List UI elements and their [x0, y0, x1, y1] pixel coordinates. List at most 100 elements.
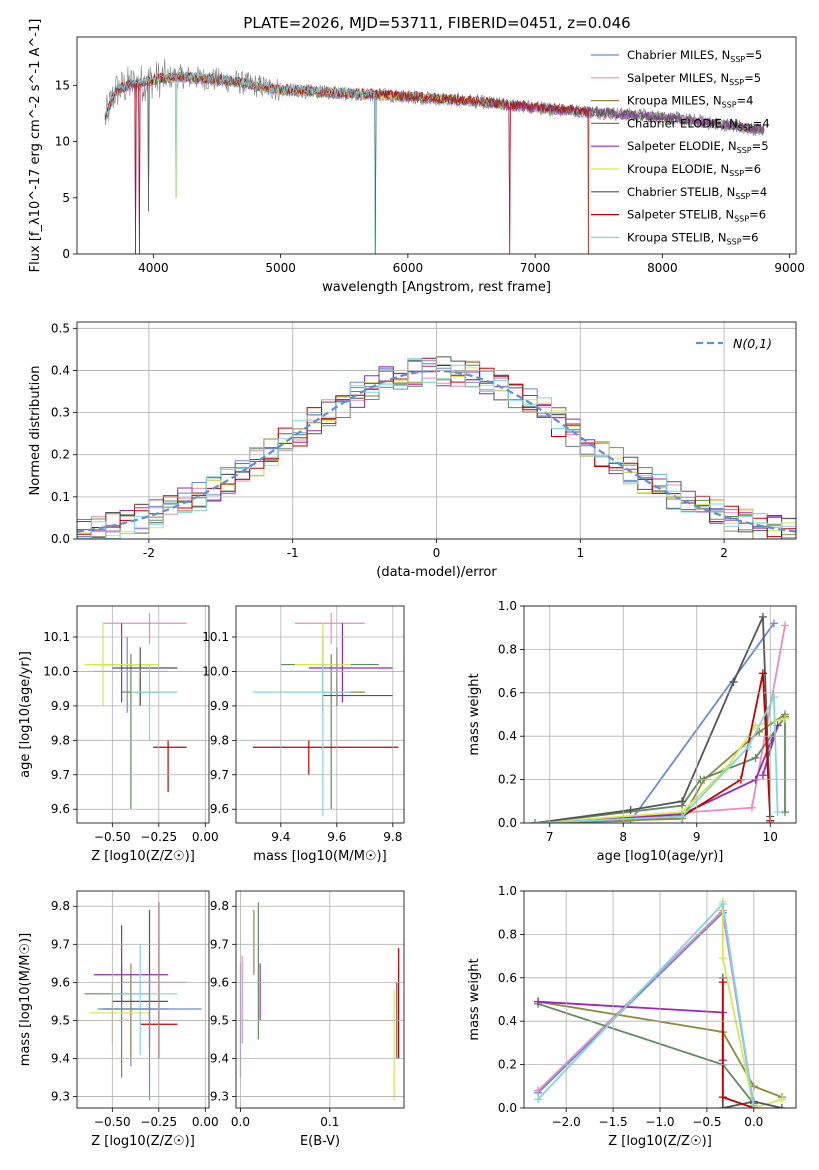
weight-marker — [758, 612, 767, 621]
weight-marker — [626, 805, 635, 814]
y-tick-label: 10.1 — [43, 630, 70, 644]
weight-series-8 — [534, 693, 779, 823]
y-tick-label: 0.5 — [51, 321, 70, 335]
x-tick-label: 0.00 — [192, 1115, 219, 1129]
spectrum-plot-area — [104, 58, 765, 254]
y-tick-label: 9.6 — [51, 802, 70, 816]
weight-series-2 — [534, 713, 786, 823]
x-tick-label: 7000 — [520, 261, 551, 275]
x-tick-label: 0 — [433, 546, 441, 560]
weight-series-0 — [534, 622, 775, 823]
y-tick-label: 9.6 — [210, 802, 229, 816]
y-tick-label: 10.1 — [202, 630, 229, 644]
x-tick-label: 0.0 — [231, 1115, 250, 1129]
weight-marker — [718, 900, 727, 909]
y-tick-label: 9.6 — [51, 975, 70, 989]
weight-marker — [534, 997, 543, 1006]
x-tick-label: −1.5 — [599, 1115, 628, 1129]
x-tick-label: 1 — [576, 546, 584, 560]
weight-series-2 — [537, 1000, 783, 1099]
x-axis-label: Z [log10(Z/Z☉)] — [91, 849, 195, 864]
weight-marker — [769, 693, 778, 702]
y-tick-label: 0.2 — [498, 1058, 517, 1072]
y-tick-label: 1.0 — [498, 884, 517, 898]
legend-label-1: Salpeter MILES, NSSP=5 — [627, 71, 761, 87]
age_vs_Z-plot-area — [84, 612, 187, 810]
weight-marker — [534, 1095, 543, 1104]
y-tick-label: 10 — [55, 135, 70, 149]
legend-label-2: Kroupa MILES, NSSP=4 — [627, 94, 753, 110]
weight-marker — [780, 621, 789, 630]
y-tick-label: 9.7 — [51, 937, 70, 951]
weight-series-6 — [534, 616, 772, 823]
x-tick-label: 9000 — [774, 261, 805, 275]
x-tick-label: 9.8 — [383, 830, 402, 844]
x-tick-label: 9.4 — [271, 830, 290, 844]
y-tick-label: 9.6 — [210, 975, 229, 989]
weight-marker — [534, 1086, 543, 1095]
legend-label-3: Chabrier ELODIE, NSSP=4 — [627, 116, 770, 132]
x-tick-label: 6000 — [393, 261, 424, 275]
weight-marker — [718, 1104, 727, 1108]
x-tick-label: 8000 — [647, 261, 678, 275]
y-tick-label: 0.4 — [51, 363, 70, 377]
x-tick-label: −0.50 — [94, 1115, 131, 1129]
axes-frame — [523, 605, 797, 824]
weight-marker — [718, 1093, 727, 1102]
y-tick-label: 0.4 — [498, 1014, 517, 1028]
x-tick-label: 8 — [619, 830, 627, 844]
x-axis-label: Z [log10(Z/Z☉)] — [608, 1134, 712, 1149]
axes-frame — [76, 321, 797, 540]
mass_vs_Z-plot-area — [84, 902, 202, 1101]
legend-label-reference: N(0,1) — [733, 336, 772, 351]
y-axis-label: mass [log10(M/M☉)] — [18, 933, 33, 1066]
weight-series-4 — [538, 1000, 724, 1061]
x-tick-label: 9 — [693, 830, 701, 844]
x-tick-label: −0.5 — [692, 1115, 721, 1129]
x-tick-label: 0.1 — [320, 1115, 339, 1129]
y-tick-label: 9.8 — [210, 733, 229, 747]
weight_vs_Z-plot-area — [534, 897, 786, 1108]
legend-label-5: Kroupa ELODIE, NSSP=6 — [627, 162, 761, 178]
weight_vs_age-plot-area — [531, 612, 789, 823]
x-axis-label: Z [log10(Z/Z☉)] — [91, 1134, 195, 1149]
x-tick-label: 4000 — [138, 261, 169, 275]
y-tick-label: 0.0 — [498, 1101, 517, 1115]
weight-marker — [744, 743, 753, 752]
y-tick-label: 10.0 — [202, 664, 229, 678]
x-axis-label: wavelength [Angstrom, rest frame] — [322, 280, 551, 295]
y-tick-label: 0.3 — [51, 406, 70, 420]
y-tick-label: 9.7 — [210, 937, 229, 951]
weight-marker — [773, 808, 782, 817]
mass_vs_ebv-plot-area — [239, 902, 400, 1101]
weight-series-1 — [534, 625, 786, 823]
x-tick-label: −0.50 — [94, 830, 131, 844]
y-tick-label: 0.6 — [498, 686, 517, 700]
y-tick-label: 9.4 — [51, 1052, 70, 1066]
legend-label-8: Kroupa STELIB, NSSP=6 — [627, 230, 758, 246]
weight-marker — [678, 797, 687, 806]
x-tick-label: −0.25 — [140, 1115, 177, 1129]
x-tick-label: 0.0 — [744, 1115, 763, 1129]
weight-series-3 — [534, 713, 786, 823]
y-tick-label: 9.8 — [210, 899, 229, 913]
legend-label-6: Chabrier STELIB, NSSP=4 — [627, 185, 767, 201]
y-tick-label: 9.7 — [210, 768, 229, 782]
y-tick-label: 0.1 — [51, 490, 70, 504]
x-tick-label: 0.00 — [192, 830, 219, 844]
x-tick-label: 2 — [720, 546, 728, 560]
weight-marker — [729, 677, 738, 686]
weight-marker — [758, 669, 767, 678]
weight-marker — [718, 954, 727, 963]
weight-marker — [769, 619, 778, 628]
x-tick-label: −1.0 — [645, 1115, 674, 1129]
y-tick-label: 9.5 — [210, 1013, 229, 1027]
legend-label-0: Chabrier MILES, NSSP=5 — [627, 48, 762, 64]
x-axis-label: (data-model)/error — [376, 565, 497, 580]
model-spectrum-8 — [104, 69, 376, 254]
weight_vs_Z-panel: −2.0 −1.5 −1.0 −0.5 0.0 0.0 0.2 0.4 0.6 0.8 1.0 Z [… — [467, 884, 797, 1149]
axes-frame — [235, 605, 405, 824]
y-tick-label: 0 — [62, 247, 70, 261]
weight-series-0 — [537, 910, 755, 1108]
weight-marker — [751, 753, 760, 762]
